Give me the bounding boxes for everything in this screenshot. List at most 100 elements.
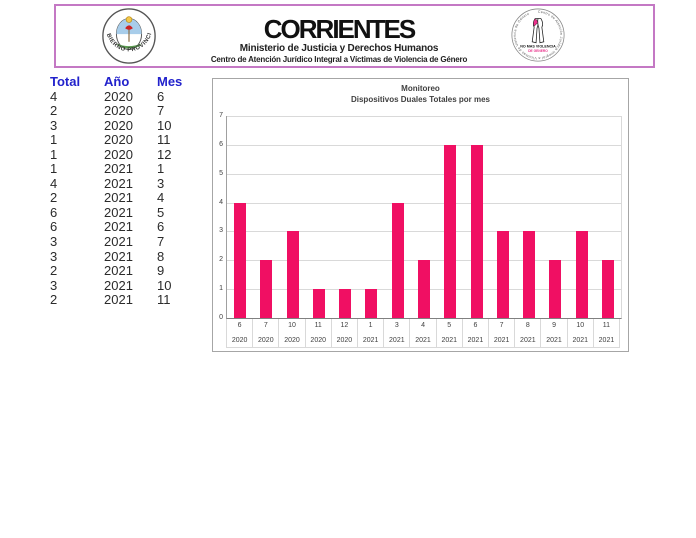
category-cell: 1 2021 (358, 319, 385, 347)
table-cell: 3 (50, 277, 58, 293)
table-cell: 2020 (104, 103, 133, 119)
year-label: 2021 (362, 337, 379, 344)
year-label: 2020 (336, 337, 353, 344)
bar (418, 260, 430, 318)
y-axis-tick-label: 4 (219, 198, 223, 206)
y-axis-tick-label: 0 (219, 314, 223, 321)
table-cell: 2021 (104, 190, 133, 206)
table-cell: 2021 (104, 292, 133, 308)
y-axis-tick-label: 1 (219, 285, 223, 293)
bar (496, 231, 509, 318)
month-label: 8 (525, 322, 530, 329)
table-cell: 3 (50, 234, 58, 250)
table-row: 6 2021 5 (50, 204, 202, 221)
category-cell: 10 2021 (568, 319, 594, 347)
year-label: 2021 (389, 337, 405, 344)
table-row: 3 2020 10 (50, 117, 202, 134)
ribbon-center-line2: DE GENERO (528, 49, 548, 53)
month-label: 1 (368, 322, 373, 329)
table-cell: 12 (157, 146, 172, 162)
table-row: 1 2021 1 (50, 162, 202, 177)
letterhead-text: CORRIENTES Ministerio de Justicia y Dere… (136, 16, 542, 64)
year-label: 2021 (598, 337, 615, 344)
category-cell: 6 2020 (227, 319, 254, 347)
sun-icon (125, 16, 133, 23)
table-cell: 3 (50, 248, 58, 264)
table-cell: 6 (157, 219, 165, 235)
table-header-row: Total Año Mes (50, 74, 202, 90)
bar (601, 260, 614, 318)
y-axis-tick-label: 7 (219, 112, 223, 119)
month-label: 7 (263, 322, 268, 329)
category-cell: 11 2020 (306, 319, 332, 347)
table-cell: 8 (157, 248, 165, 264)
bar (312, 289, 325, 318)
month-label: 5 (447, 322, 452, 329)
month-label: 6 (237, 322, 242, 329)
month-label: 12 (340, 322, 349, 329)
bar (444, 144, 457, 318)
bar (391, 202, 404, 318)
y-axis-tick-label: 2 (219, 256, 223, 264)
bar-chart: Monitoreo Dispositivos Duales Totales po… (212, 78, 629, 352)
table-cell: 2021 (104, 263, 133, 279)
plot-area: 0 1 2 3 4 5 6 7 (219, 112, 622, 321)
bar (523, 231, 536, 318)
year-label: 2021 (441, 337, 458, 344)
month-label: 3 (394, 322, 399, 329)
table-cell: 2020 (104, 117, 133, 133)
table-row: 1 2020 11 (50, 133, 202, 148)
table-cell: 6 (50, 204, 58, 220)
table-cell: 11 (157, 292, 171, 308)
table-cell: 2021 (104, 277, 133, 293)
bar (286, 231, 299, 318)
month-label: 10 (288, 322, 296, 329)
table-cell: 2021 (104, 234, 133, 250)
data-table: Total Año Mes 4 2020 6 2 2020 7 3 2020 10 1 2020 11 1 2… (50, 74, 202, 308)
table-cell: 4 (157, 190, 165, 206)
bar (470, 144, 483, 318)
table-row: 3 2021 7 (50, 234, 202, 250)
table-cell: 9 (157, 263, 165, 279)
table-cell: 6 (157, 88, 165, 104)
chart-title: Monitoreo (401, 84, 440, 93)
table-cell: 7 (157, 234, 165, 250)
year-label: 2021 (520, 337, 536, 344)
table-row: 3 2021 8 (50, 248, 202, 265)
category-cell: 8 2021 (515, 319, 542, 347)
table-header-cell: Total (50, 74, 81, 89)
no-mas-violencia-ribbon-logo: Centro de Atención Jurídica Integral a V… (511, 8, 565, 62)
year-label: 2020 (284, 337, 300, 344)
table-cell: 1 (157, 161, 165, 177)
table-cell: 2020 (104, 88, 133, 104)
table-cell: 5 (157, 204, 165, 220)
year-label: 2021 (572, 337, 589, 344)
year-label: 2021 (415, 337, 431, 344)
table-row: 4 2021 3 (50, 175, 202, 192)
chart-subtitle: Dispositivos Duales Totales por mes (350, 95, 490, 104)
center-name: Centro de Atención Jurídico Integral a V… (210, 55, 468, 64)
gridline (227, 231, 621, 233)
y-axis-tick-label: 3 (219, 227, 223, 235)
table-row: 6 2021 6 (50, 220, 202, 235)
table-cell: 2 (50, 103, 58, 119)
table-cell: 3 (157, 175, 165, 191)
year-label: 2020 (310, 337, 326, 344)
y-axis-tick-label: 5 (219, 169, 223, 177)
category-cell: 7 2021 (489, 319, 516, 347)
table-cell: 2021 (104, 204, 133, 220)
ribbon-center-line1: NO MAS VIOLENCIA (520, 45, 556, 49)
year-label: 2020 (231, 337, 248, 344)
table-cell: 2021 (104, 161, 133, 177)
month-label: 6 (473, 322, 478, 329)
table-row: 1 2020 12 (50, 146, 202, 163)
year-label: 2021 (546, 337, 562, 344)
year-label: 2021 (493, 337, 510, 344)
letterhead: GOBIERNO PROVINCIAL CORRIENTES Ministeri… (54, 4, 655, 68)
gridline (227, 173, 621, 175)
awareness-ribbon-icon (531, 18, 545, 44)
gridline (227, 202, 621, 204)
phrygian-cap-icon (125, 25, 133, 30)
category-cell: 10 2020 (279, 319, 306, 347)
